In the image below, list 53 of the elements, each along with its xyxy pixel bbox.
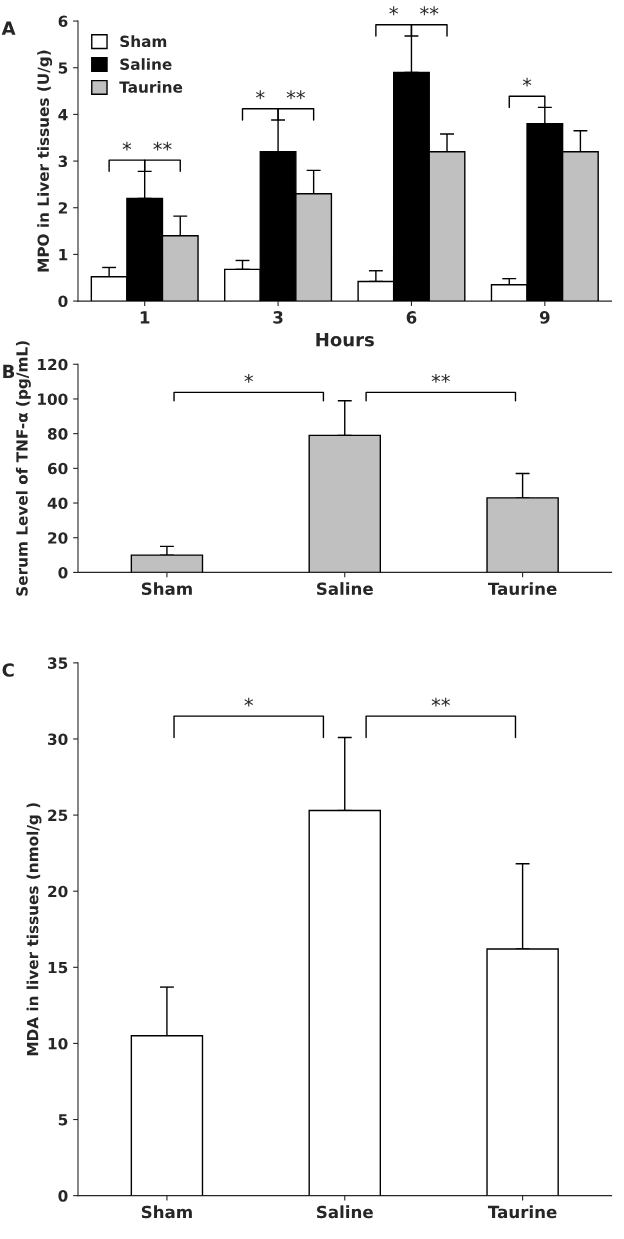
y-tick-label: 0 <box>58 295 68 308</box>
y-tick-label: 1 <box>59 249 68 261</box>
y-tick-label: 3 <box>58 155 68 168</box>
text: C <box>2 663 14 677</box>
legend-label: Saline <box>120 58 172 70</box>
y-tick-label: 0 <box>58 1190 68 1202</box>
y-tick-label: 2 <box>58 202 67 214</box>
text: * <box>389 6 398 16</box>
y-tick-label: 0 <box>58 566 68 579</box>
x-tick-label: Taurine <box>487 1205 557 1219</box>
y-tick-label: 60 <box>47 462 68 475</box>
y-tick-label: 5 <box>58 62 68 74</box>
annotation: * <box>256 90 265 100</box>
x-tick-label: 1 <box>140 311 150 324</box>
annotation: ** <box>286 90 305 100</box>
y-tick-label: 40 <box>47 497 68 510</box>
annotation: * <box>244 373 254 383</box>
y-tick-label: 30 <box>48 733 68 745</box>
annotation: * <box>244 697 254 707</box>
y-tick-label: 80 <box>47 428 68 440</box>
y-axis-title: MPO in Liver tissues (U/g) <box>37 50 53 272</box>
annotation: * <box>522 77 532 87</box>
y-tick-label: 35 <box>48 657 68 669</box>
annotation: ** <box>431 373 450 383</box>
x-tick-label: 9 <box>539 311 550 324</box>
x-tick-label: 3 <box>273 311 283 324</box>
y-tick-label: 100 <box>38 393 68 405</box>
y-axis-title: Serum Level of TNF-α (pg/mL) <box>15 341 31 596</box>
y-tick-label: 6 <box>58 15 68 28</box>
y-tick-label: 15 <box>48 961 68 974</box>
x-tick-label: Sham <box>141 582 192 596</box>
text: A <box>1 21 16 35</box>
x-tick-label: Taurine <box>487 582 557 596</box>
y-tick-label: 20 <box>48 532 68 544</box>
y-tick-label: 5 <box>58 1114 68 1126</box>
y-tick-label: 25 <box>48 809 68 822</box>
legend-label: Taurine <box>119 81 183 93</box>
y-tick-label: 4 <box>58 109 68 121</box>
text: B <box>3 364 15 378</box>
x-tick-label: Sham <box>141 1205 192 1219</box>
y-tick-label: 10 <box>48 1037 68 1050</box>
x-axis-title: Hours <box>316 333 374 347</box>
annotation: * <box>122 141 132 151</box>
y-axis-title: MDA in liver tissues (nmol/g ) <box>26 803 42 1056</box>
x-tick-label: Saline <box>317 1205 373 1219</box>
annotation: ** <box>431 697 450 707</box>
annotation: ** <box>153 141 172 151</box>
y-tick-label: 120 <box>38 358 68 371</box>
y-tick-label: 20 <box>48 885 68 898</box>
x-tick-label: 6 <box>406 311 417 324</box>
legend-label: Sham <box>120 35 167 48</box>
x-tick-label: Saline <box>317 582 373 596</box>
text: ** <box>420 6 439 16</box>
